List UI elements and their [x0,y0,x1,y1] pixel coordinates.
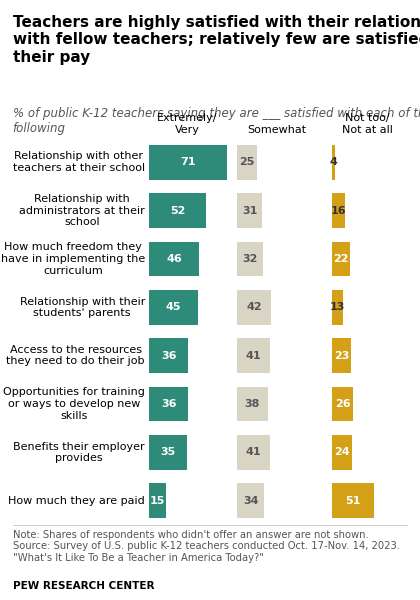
Text: PEW RESEARCH CENTER: PEW RESEARCH CENTER [13,581,154,591]
FancyBboxPatch shape [149,484,165,518]
Text: 24: 24 [334,448,349,457]
Text: 26: 26 [335,399,350,409]
Text: Somewhat: Somewhat [248,125,307,135]
Text: 25: 25 [239,157,255,167]
FancyBboxPatch shape [149,290,198,325]
Text: Teachers are highly satisfied with their relationships
with fellow teachers; rel: Teachers are highly satisfied with their… [13,15,420,65]
Text: How much they are paid: How much they are paid [8,496,145,506]
Text: 23: 23 [333,350,349,361]
FancyBboxPatch shape [332,193,345,228]
Text: Relationship with
administrators at their
school: Relationship with administrators at thei… [19,194,145,227]
Text: 34: 34 [243,496,259,506]
Text: 46: 46 [166,254,182,264]
FancyBboxPatch shape [332,242,350,277]
Text: % of public K-12 teachers saying they are ___ satisfied with each of the
followi: % of public K-12 teachers saying they ar… [13,107,420,135]
Text: 15: 15 [150,496,165,506]
Text: 32: 32 [242,254,258,264]
Text: 38: 38 [245,399,260,409]
FancyBboxPatch shape [149,386,189,421]
FancyBboxPatch shape [237,145,257,179]
Text: 22: 22 [333,254,349,264]
Text: How much freedom they
have in implementing the
curriculum: How much freedom they have in implementi… [1,242,145,275]
FancyBboxPatch shape [332,386,353,421]
Text: 41: 41 [246,350,262,361]
Text: 31: 31 [242,206,257,215]
FancyBboxPatch shape [149,242,200,277]
FancyBboxPatch shape [237,435,270,470]
FancyBboxPatch shape [149,193,206,228]
Text: 42: 42 [246,302,262,313]
Text: 36: 36 [161,399,176,409]
Text: 45: 45 [166,302,181,313]
FancyBboxPatch shape [149,145,227,179]
Text: 13: 13 [330,302,345,313]
FancyBboxPatch shape [149,435,187,470]
Text: 36: 36 [161,350,176,361]
Text: 41: 41 [246,448,262,457]
FancyBboxPatch shape [237,338,270,373]
FancyBboxPatch shape [237,290,271,325]
Text: 16: 16 [331,206,346,215]
FancyBboxPatch shape [237,193,262,228]
FancyBboxPatch shape [332,435,352,470]
Text: 52: 52 [170,206,185,215]
Text: Not too/
Not at all: Not too/ Not at all [342,113,393,135]
FancyBboxPatch shape [332,145,335,179]
FancyBboxPatch shape [332,338,351,373]
Text: Extremely/
Very: Extremely/ Very [157,113,217,135]
Text: 4: 4 [330,157,337,167]
Text: Benefits their employer
provides: Benefits their employer provides [13,442,145,463]
Text: 71: 71 [180,157,196,167]
FancyBboxPatch shape [332,484,374,518]
Text: Relationship with their
students' parents: Relationship with their students' parent… [19,296,145,318]
Text: Note: Shares of respondents who didn't offer an answer are not shown.
Source: Su: Note: Shares of respondents who didn't o… [13,530,399,563]
Text: 51: 51 [345,496,361,506]
FancyBboxPatch shape [149,338,189,373]
Text: 35: 35 [160,448,176,457]
Text: Opportunities for training
or ways to develop new
skills: Opportunities for training or ways to de… [3,388,145,421]
FancyBboxPatch shape [237,386,268,421]
FancyBboxPatch shape [332,290,343,325]
Text: Access to the resources
they need to do their job: Access to the resources they need to do … [6,345,145,367]
Text: Relationship with other
teachers at their school: Relationship with other teachers at thei… [13,151,145,173]
FancyBboxPatch shape [237,484,265,518]
FancyBboxPatch shape [237,242,263,277]
